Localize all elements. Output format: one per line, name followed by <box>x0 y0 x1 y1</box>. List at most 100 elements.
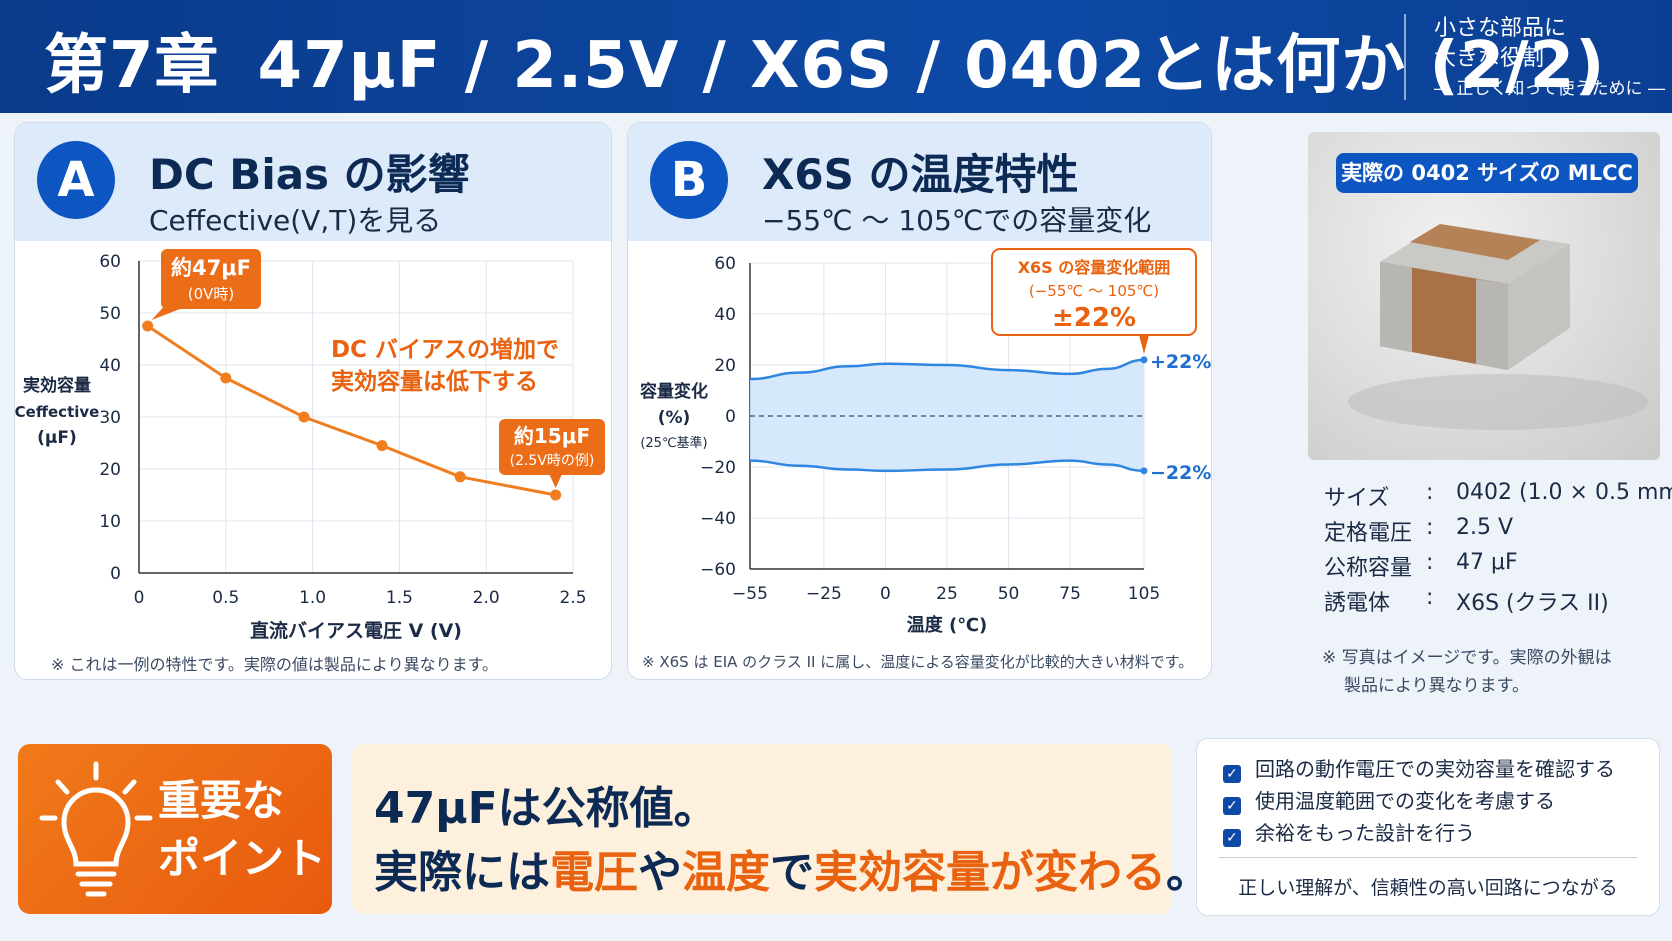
badge-b: B <box>650 141 728 219</box>
upper-end-label: +22% <box>1150 351 1211 373</box>
y-axis-label: (%) <box>658 408 691 428</box>
key-point-box: 重要な ポイント <box>18 744 332 914</box>
data-point <box>220 372 232 384</box>
upper-end-point <box>1140 356 1148 364</box>
y-tick-label: −20 <box>700 458 736 478</box>
tagline-line2: 大きな役割 <box>1434 46 1545 71</box>
x-tick-label: 105 <box>1128 584 1160 604</box>
x-axis-label: 直流バイアス電圧 V (V) <box>250 619 462 642</box>
x-tick-label: 25 <box>936 584 958 604</box>
lower-end-point <box>1140 467 1148 475</box>
page-title: 第7章 47μF / 2.5V / X6S / 0402とは何か (2/2) <box>44 14 1605 106</box>
panel-a-footnote: ※ これは一例の特性です。実際の値は製品により異なります。 <box>51 655 498 674</box>
tagline-line3: ― 正しく知って使うために ― <box>1434 79 1665 99</box>
checklist-footer: 正しい理解が、信頼性の高い回路につながる <box>1238 877 1618 899</box>
callout-start-value: 約47μF <box>171 256 251 280</box>
panel-temperature: B X6S の温度特性 −55℃ ～ 105℃での容量変化 60 40 20 0 −20… <box>627 122 1212 680</box>
key-message-box: 47μFは公称値。 実際には電圧や温度で実効容量が変わる。 <box>352 744 1210 914</box>
range-callout-pointer <box>1139 335 1149 354</box>
callout-end-pointer <box>549 475 562 488</box>
y-tick-label: 20 <box>714 356 736 376</box>
tagline-line1: 小さな部品に <box>1434 16 1567 41</box>
panel-dc-bias: A DC Bias の影響 Ceffective(V,T)を見る 0 10 20 30… <box>14 122 612 680</box>
panel-b-title: X6S の温度特性 <box>762 150 1079 199</box>
y-axis-label: (25℃基準) <box>640 435 707 451</box>
chapter-label: 第7章 <box>44 29 220 103</box>
x-tick-label: −55 <box>732 584 768 604</box>
panel-b-header: B X6S の温度特性 −55℃ ～ 105℃での容量変化 <box>628 123 1211 241</box>
y-axis-label: (μF) <box>37 428 77 448</box>
x-tick-label: 2.5 <box>559 588 586 608</box>
y-tick-label: 40 <box>714 305 736 325</box>
y-tick-label: 40 <box>99 356 121 376</box>
callout-end-note: (2.5V時の例) <box>510 453 595 469</box>
range-callout-range: (−55℃ ～ 105℃) <box>1029 282 1159 300</box>
mlcc-chip-image <box>1348 224 1648 430</box>
temperature-chart: 60 40 20 0 −20 −40 −60 −55 −25 0 25 50 75 105 +22% −22%… <box>640 248 1211 636</box>
checklist-item: ✓ 使用温度範囲での変化を考慮する <box>1223 785 1555 815</box>
data-point <box>298 411 310 423</box>
callout-end-box <box>499 419 605 475</box>
key-message-line2: 実際には電圧や温度で実効容量が変わる。 <box>374 847 1210 898</box>
y-tick-label: −40 <box>700 509 736 529</box>
photo-badge: 実際の 0402 サイズの MLCC <box>1336 153 1638 193</box>
upper-limit-line <box>749 358 1145 381</box>
series-line <box>146 324 556 497</box>
panel-a-header: A DC Bias の影響 Ceffective(V,T)を見る <box>15 123 611 241</box>
x-tick-label: 0 <box>134 588 145 608</box>
title-text: 47μF / 2.5V / X6S / 0402とは何か (2/2) <box>257 29 1606 103</box>
lightbulb-icon <box>39 761 153 897</box>
badge-a: A <box>37 141 115 219</box>
photo-note: ※ 写真はイメージです。実際の外観は 製品により異なります。 <box>1322 648 1612 696</box>
y-tick-label: 60 <box>99 252 121 272</box>
x-tick-label: 1.0 <box>299 588 326 608</box>
callout-start-box <box>161 249 261 309</box>
tolerance-band <box>750 359 1144 471</box>
data-point <box>550 489 562 501</box>
chart-a-message-line1: DC バイアスの増加で <box>331 336 559 363</box>
y-tick-label: 10 <box>99 512 121 532</box>
x-tick-label: 0.5 <box>212 588 239 608</box>
data-point <box>376 440 388 452</box>
checklist-box: ✓ 回路の動作電圧での実効容量を確認する ✓ 使用温度範囲での変化を考慮する ✓ 余裕… <box>1196 738 1660 916</box>
checklist-divider <box>1219 857 1637 858</box>
x-tick-label: 1.5 <box>386 588 413 608</box>
dc-bias-chart: 0 10 20 30 40 50 60 0 0.5 1.0 1.5 2.0 2.5 直流バイアス電圧 V … <box>15 249 605 642</box>
y-axis-label: 容量変化 <box>640 381 708 402</box>
panel-b-footnote: ※ X6S は EIA のクラス II に属し、温度による容量変化が比較的大きい… <box>642 653 1194 671</box>
checklist-item: ✓ 回路の動作電圧での実効容量を確認する <box>1223 753 1615 783</box>
key-point-label: 重要な ポイント <box>158 776 327 883</box>
header-tagline: 小さな部品に 大きな役割 ― 正しく知って使うために ― <box>1434 14 1665 104</box>
header-bar: 第7章 47μF / 2.5V / X6S / 0402とは何か (2/2) 小さ… <box>0 0 1672 113</box>
callout-start-note: (0V時) <box>188 285 235 303</box>
range-callout-value: ±22% <box>1052 303 1136 333</box>
y-tick-label: 50 <box>99 304 121 324</box>
x-tick-label: 50 <box>998 584 1020 604</box>
x-tick-label: 0 <box>880 584 891 604</box>
y-tick-label: 60 <box>714 254 736 274</box>
panel-b-subtitle: −55℃ ～ 105℃での容量変化 <box>762 204 1152 237</box>
checkbox-checked-icon: ✓ <box>1223 765 1241 783</box>
x-tick-label: −25 <box>806 584 842 604</box>
y-tick-label: −60 <box>700 560 736 580</box>
checkbox-checked-icon: ✓ <box>1223 829 1241 847</box>
key-message-line1: 47μFは公称値。 <box>374 783 718 834</box>
y-tick-label: 0 <box>725 407 736 427</box>
x-tick-label: 2.0 <box>473 588 500 608</box>
x-tick-label: 75 <box>1059 584 1081 604</box>
x-axis-label: 温度 (℃) <box>907 614 988 636</box>
panel-a-subtitle: Ceffective(V,T)を見る <box>149 204 442 237</box>
data-point <box>454 471 466 483</box>
y-tick-label: 0 <box>110 564 121 584</box>
callout-start-pointer <box>151 303 185 320</box>
data-point <box>142 320 154 332</box>
y-tick-label: 30 <box>99 408 121 428</box>
lower-limit-line <box>749 459 1145 473</box>
header-divider <box>1404 14 1406 100</box>
lower-end-label: −22% <box>1150 462 1211 484</box>
y-axis-label: Ceffective <box>15 403 99 421</box>
panel-a-title: DC Bias の影響 <box>149 150 470 199</box>
chart-a-message-line2: 実効容量は低下する <box>331 368 538 395</box>
y-tick-label: 20 <box>99 460 121 480</box>
checkbox-checked-icon: ✓ <box>1223 797 1241 815</box>
